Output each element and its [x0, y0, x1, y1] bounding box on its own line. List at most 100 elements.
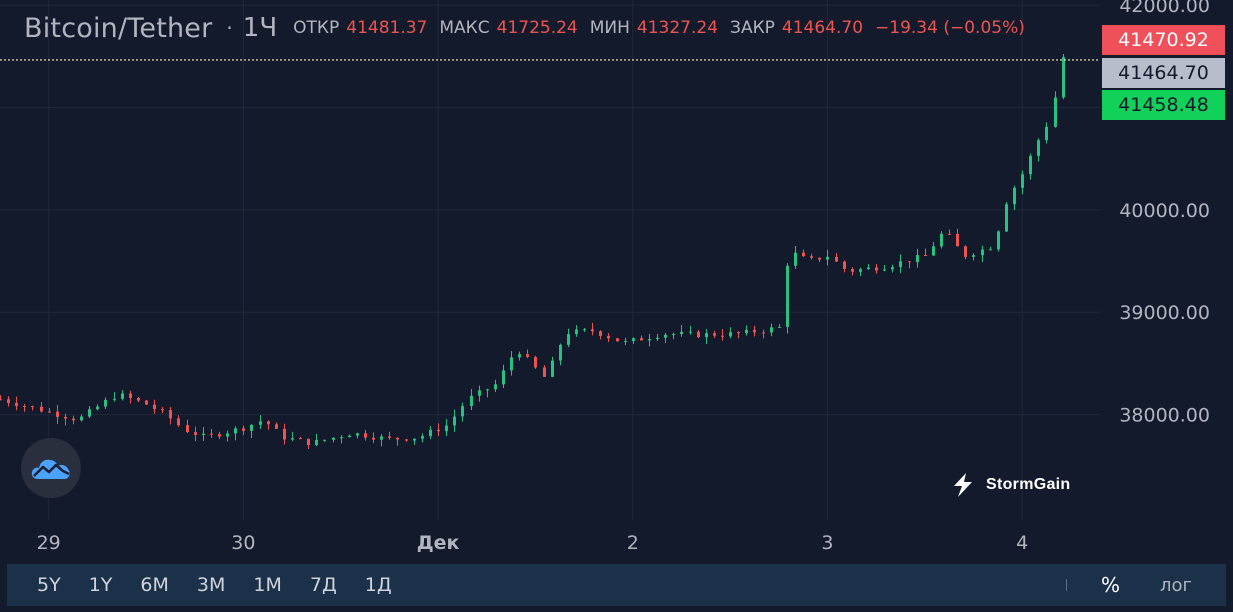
close-label: ЗАКР — [730, 18, 775, 38]
bottom-toolbar: 5Y 1Y 6M 3M 1M 7Д 1Д % лог — [7, 564, 1226, 606]
low-value: 41327.24 — [636, 18, 719, 38]
candle — [380, 433, 383, 447]
candle — [891, 264, 894, 273]
candle — [964, 245, 967, 260]
candle — [113, 392, 116, 402]
low-price-tag: 41458.48 — [1102, 90, 1225, 120]
candle — [802, 249, 805, 257]
candle — [145, 399, 148, 405]
candle — [332, 437, 335, 443]
candle — [437, 423, 440, 436]
range-1m-button[interactable]: 1M — [253, 574, 282, 596]
candle — [510, 351, 513, 376]
cloud-chart-logo-button[interactable] — [21, 438, 81, 498]
lightning-bolt-icon — [954, 473, 972, 497]
candle — [161, 406, 164, 414]
candle — [616, 338, 619, 342]
candle — [137, 397, 140, 403]
candle — [1013, 185, 1016, 211]
candle — [1021, 170, 1024, 195]
candle — [851, 267, 854, 276]
candle — [275, 422, 278, 430]
candle — [202, 426, 205, 442]
candle — [372, 432, 375, 443]
candle — [129, 390, 132, 404]
candle — [250, 424, 253, 438]
price-chart[interactable]: 38000.0039000.0040000.0041000.0042000.00… — [0, 0, 1233, 564]
candle — [210, 429, 213, 439]
range-5y-button[interactable]: 5Y — [37, 574, 61, 596]
candle — [972, 253, 975, 261]
high-value: 41725.24 — [496, 18, 578, 38]
candle — [121, 390, 124, 401]
range-1y-button[interactable]: 1Y — [88, 574, 113, 596]
toolbar-divider — [1066, 579, 1067, 591]
candle — [1037, 138, 1040, 162]
candle — [948, 229, 951, 235]
percent-scale-toggle[interactable]: % — [1101, 573, 1121, 597]
candle — [291, 431, 294, 442]
range-6m-button[interactable]: 6M — [140, 574, 169, 596]
scale-options: % лог — [1066, 564, 1226, 606]
candle — [315, 433, 318, 447]
candle — [494, 379, 497, 393]
stormgain-brand: StormGain — [950, 470, 1071, 500]
candle — [7, 396, 10, 407]
price-tick-label: 40000.00 — [1119, 200, 1210, 222]
candle — [48, 408, 51, 413]
candle — [186, 419, 189, 434]
candle — [810, 253, 813, 260]
candle — [242, 425, 245, 436]
candle — [835, 252, 838, 262]
high-price-tag: 41470.92 — [1102, 25, 1225, 55]
candle — [388, 431, 391, 440]
candle — [470, 389, 473, 411]
candle — [721, 329, 724, 341]
candle — [486, 388, 489, 398]
candle — [648, 333, 651, 347]
candle — [364, 429, 367, 441]
candle — [1045, 122, 1048, 144]
candle — [672, 332, 675, 340]
candle — [234, 426, 237, 441]
candle — [340, 435, 343, 444]
log-scale-toggle[interactable]: лог — [1160, 574, 1192, 596]
interval-label: 1Ч — [242, 13, 278, 43]
candle — [640, 335, 643, 341]
candle — [80, 414, 83, 422]
candle — [356, 432, 359, 439]
candle — [1029, 153, 1032, 180]
time-tick-label: 4 — [1016, 532, 1028, 554]
candle — [1005, 201, 1008, 233]
candle — [737, 331, 740, 339]
candle — [859, 267, 862, 276]
candle — [518, 351, 521, 361]
candle — [826, 249, 829, 266]
price-tick-label: 38000.00 — [1119, 405, 1210, 427]
candle — [56, 404, 59, 424]
candle — [559, 343, 562, 366]
candle — [1062, 54, 1065, 100]
candle — [778, 324, 781, 328]
high-label: МАКС — [439, 18, 490, 38]
candle — [429, 426, 432, 440]
range-7d-button[interactable]: 7Д — [309, 574, 337, 596]
range-1d-button[interactable]: 1Д — [364, 574, 392, 596]
candle — [632, 337, 635, 344]
candle — [534, 355, 537, 369]
candle — [478, 385, 481, 402]
time-tick-label: 29 — [37, 532, 61, 554]
candle — [713, 330, 716, 339]
candle — [259, 415, 262, 430]
candle — [299, 436, 302, 440]
candle — [348, 434, 351, 438]
range-3m-button[interactable]: 3M — [196, 574, 226, 596]
chart-grid — [0, 0, 1100, 520]
candle — [786, 263, 789, 334]
candle — [194, 426, 197, 442]
candle — [502, 364, 505, 388]
candle — [583, 328, 586, 332]
time-tick-label: 30 — [231, 532, 255, 554]
candle — [153, 399, 156, 414]
